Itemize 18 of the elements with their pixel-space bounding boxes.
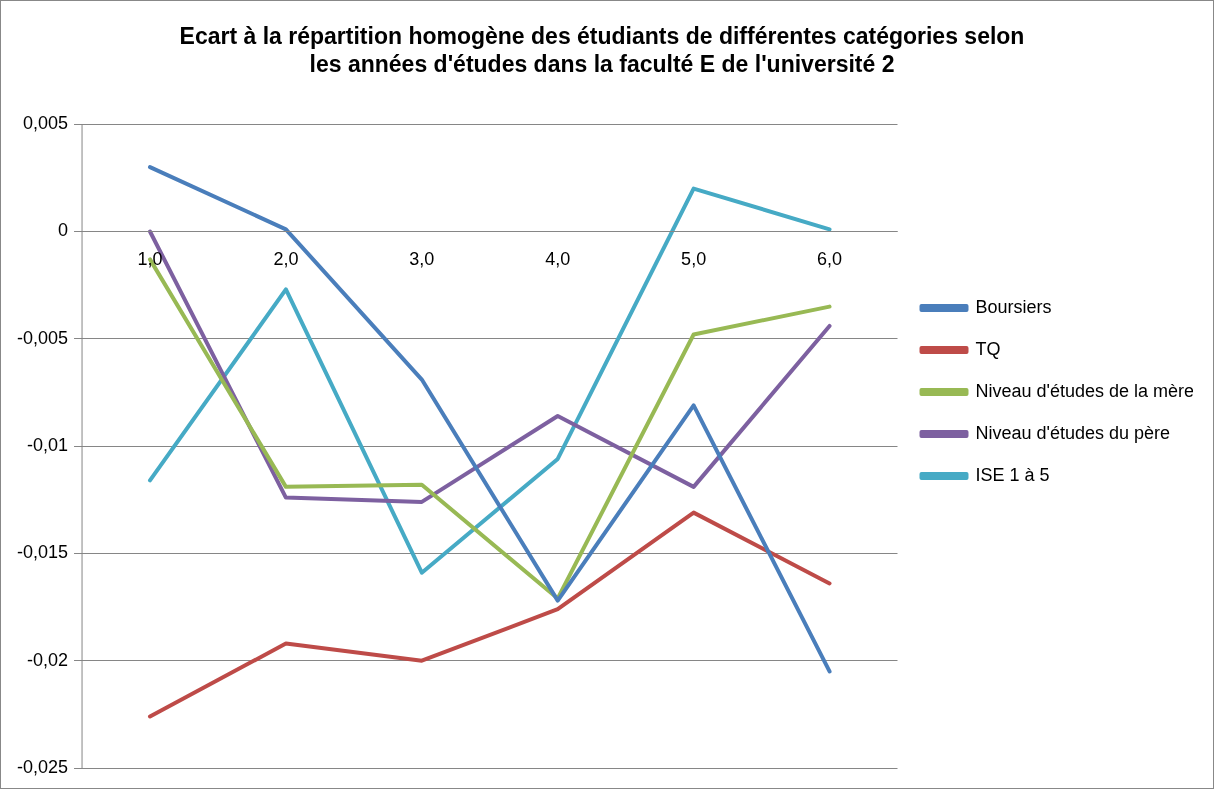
y-tick-label: -0,01 [27,435,69,456]
chart-title: Ecart à la répartition homogène des étudiants de différentes catégories selon les années d'études dans la faculté E de l'université 2 [179,23,1025,77]
x-tick-label: 4,0 [545,249,571,270]
x-tick-label: 2,0 [273,249,299,270]
y-tick-label: -0,015 [16,542,69,563]
legend-label: ISE 1 à 5 [975,464,1050,485]
legend-label: Boursiers [975,296,1052,317]
y-tick-label: -0,005 [16,327,69,348]
y-tick-label: -0,02 [27,649,69,670]
legend-label: TQ [975,338,1001,359]
x-tick-label: 5,0 [681,249,707,270]
y-tick-label: -0,025 [16,756,69,777]
x-tick-label: 3,0 [409,249,435,270]
y-tick-label: 0 [58,220,69,241]
legend-label: Niveau d'études du père [975,422,1171,443]
legend-label: Niveau d'études de la mère [975,380,1195,401]
x-tick-label: 6,0 [817,249,843,270]
y-tick-label: 0,005 [22,113,69,134]
